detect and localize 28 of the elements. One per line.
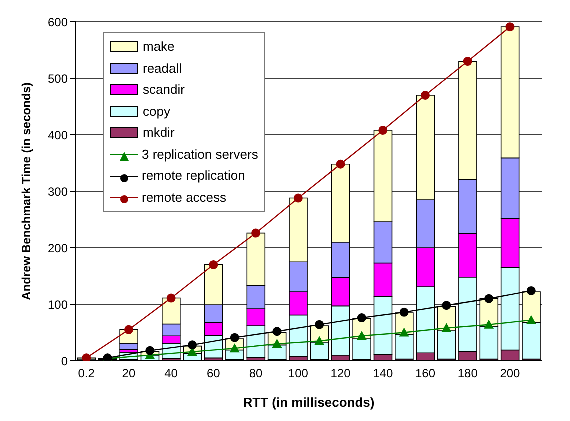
x-tick-label: 100 <box>288 366 309 381</box>
y-tick-label: 100 <box>48 298 68 312</box>
x-tick-label: 40 <box>164 366 178 381</box>
y-axis-title: Andrew Benchmark Time (in seconds) <box>19 82 34 300</box>
y-tick-label: 0 <box>61 354 68 368</box>
y-tick-label: 500 <box>48 72 68 86</box>
legend-label: remote replication <box>142 168 246 184</box>
legend-label: make <box>143 39 175 54</box>
x-tick-label: 180 <box>458 366 478 381</box>
y-tick-label: 300 <box>48 184 68 199</box>
x-tick-label: 0.2 <box>78 366 96 381</box>
x-tick-label: 120 <box>330 366 352 381</box>
y-tick-label: 600 <box>48 15 68 30</box>
x-axis-title: RTT (in milliseconds) <box>243 395 375 410</box>
legend-label: copy <box>143 104 170 119</box>
legend-label: 3 replication servers <box>142 146 258 162</box>
y-tick-label: 200 <box>48 241 68 256</box>
x-tick-label: 140 <box>373 366 394 381</box>
x-tick-label: 160 <box>415 366 436 381</box>
legend-label: scandir <box>143 82 185 98</box>
x-tick-label: 80 <box>249 366 264 381</box>
y-tick-label: 400 <box>48 128 68 142</box>
x-tick-label: 200 <box>500 366 521 381</box>
x-tick-label: 60 <box>207 366 221 381</box>
legend-label: mkdir <box>143 125 175 140</box>
x-tick-label: 20 <box>122 366 136 381</box>
legend-label: remote access <box>142 190 227 205</box>
legend-label: readall <box>143 60 182 76</box>
